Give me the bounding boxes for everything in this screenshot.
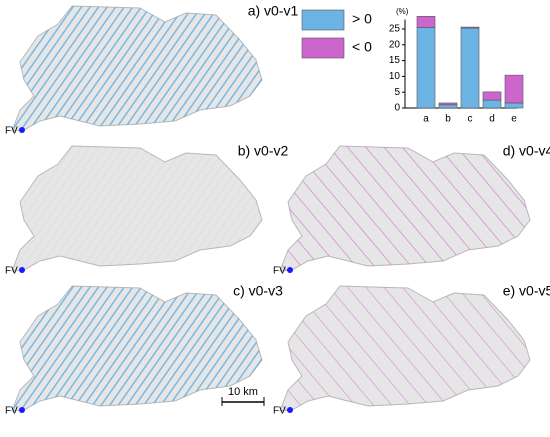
panel-label: b) v0-v2 (238, 143, 289, 159)
y-tick-label: 15 (389, 55, 401, 66)
y-tick-label: 20 (389, 39, 401, 50)
site-label: FV (5, 126, 18, 137)
x-tick-label: c (468, 114, 473, 125)
x-tick-label: d (489, 114, 495, 125)
site-marker (287, 407, 293, 413)
map-panel: FV (273, 285, 531, 417)
x-tick-label: b (445, 114, 451, 125)
legend-label: < 0 (352, 39, 372, 55)
bar-segment (504, 102, 524, 109)
map-panel: FV (5, 5, 263, 137)
y-tick-label: 0 (394, 103, 400, 114)
bar-segment (504, 74, 524, 104)
map-panel: FV (5, 145, 263, 277)
site-label: FV (273, 266, 286, 277)
y-tick-label: 25 (389, 24, 401, 35)
legend-label: > 0 (352, 11, 372, 27)
bar-segment (482, 91, 502, 101)
panel-label: d) v0-v4 (503, 143, 550, 159)
panel-label: a) v0-v1 (248, 3, 299, 19)
scale-label: 10 km (228, 386, 258, 398)
site-marker (19, 407, 25, 413)
change-overlay (12, 146, 262, 271)
site-marker (287, 267, 293, 273)
site-marker (19, 127, 25, 133)
site-label: FV (5, 266, 18, 277)
scale-bar: 10 km (221, 386, 265, 406)
site-marker (19, 267, 25, 273)
y-unit: (%) (396, 7, 409, 16)
bar-chart: (%) 0 5 10 15 20 25 a b c d e (389, 7, 524, 125)
bar-segment (416, 16, 436, 28)
bar-segment (460, 27, 480, 109)
site-label: FV (273, 406, 286, 417)
bar-segment (438, 104, 458, 109)
change-overlay (280, 286, 530, 411)
x-tick-label: e (511, 114, 517, 125)
bar-segment (482, 99, 502, 109)
bar-segment (460, 26, 480, 29)
change-overlay (280, 146, 530, 271)
legend-swatch (301, 9, 345, 31)
legend-swatch (301, 37, 345, 59)
map-panel: FV (273, 145, 531, 277)
y-tick-label: 5 (394, 87, 400, 98)
change-overlay (12, 6, 262, 131)
x-tick-label: a (423, 114, 429, 125)
site-label: FV (5, 406, 18, 417)
panel-label: c) v0-v3 (233, 283, 283, 299)
bar-segment (438, 102, 458, 106)
bar-segment (416, 27, 436, 109)
panel-label: e) v0-v5 (503, 283, 550, 299)
y-tick-label: 10 (389, 71, 401, 82)
